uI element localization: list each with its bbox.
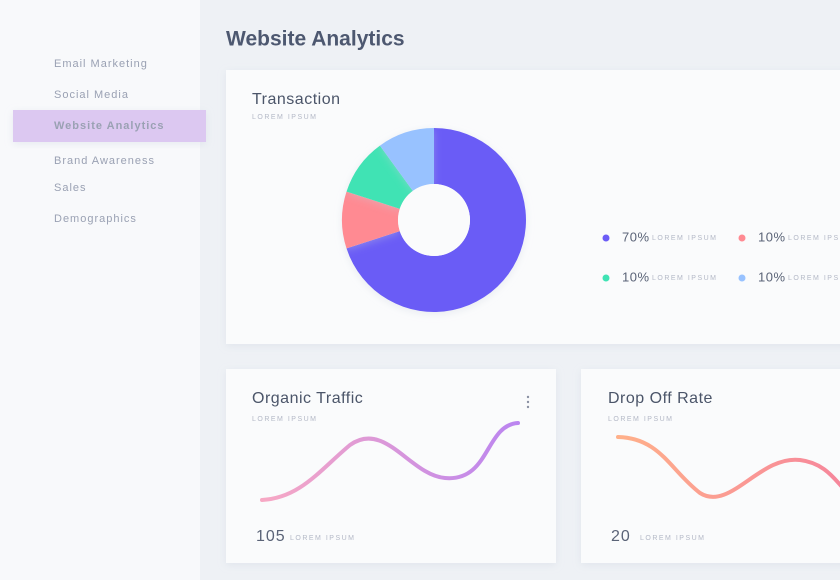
legend-dot — [738, 234, 746, 242]
card-subtitle: LOREM IPSUM — [252, 114, 318, 121]
legend-value: 10% — [758, 229, 786, 244]
legend-caption: LOREM IPSUM — [652, 275, 718, 282]
metric-value: 105 — [256, 528, 286, 545]
donut-segment — [346, 128, 526, 312]
active-highlight — [13, 110, 206, 142]
card-title: Drop Off Rate — [608, 390, 713, 407]
legend-dot — [602, 274, 610, 282]
card-subtitle: LOREM IPSUM — [252, 416, 318, 423]
legend-caption: LOREM IPSUM — [788, 275, 840, 282]
donut-segment — [379, 128, 434, 191]
metric-caption: LOREM IPSUM — [640, 535, 706, 542]
card-title: Organic Traffic — [252, 390, 363, 407]
trend-curve — [260, 421, 520, 502]
donut-hole — [398, 184, 470, 256]
nav-item[interactable]: Website Analytics — [54, 120, 165, 132]
transaction-card — [226, 70, 840, 344]
legend-caption: LOREM IPSUM — [652, 235, 718, 242]
metric-value: 20 — [611, 528, 631, 545]
legend-caption: LOREM IPSUM — [788, 235, 840, 242]
card-title: Transaction — [252, 91, 341, 108]
legend-value: 70% — [622, 229, 650, 244]
legend-dot — [602, 234, 610, 242]
sidebar — [0, 0, 200, 580]
nav-item[interactable]: Email Marketing — [54, 58, 148, 70]
nav-item[interactable]: Social Media — [54, 89, 129, 101]
legend-dot — [738, 274, 746, 282]
donut-segment — [346, 145, 413, 209]
dropoff-card — [581, 369, 840, 563]
metric-caption: LOREM IPSUM — [290, 535, 356, 542]
menu-icon[interactable] — [526, 395, 530, 409]
organic-card — [226, 369, 556, 563]
trend-curve — [616, 435, 840, 499]
page-title: Website Analytics — [226, 28, 405, 51]
legend-value: 10% — [622, 269, 650, 284]
donut-segment — [342, 191, 400, 249]
legend-value: 10% — [758, 269, 786, 284]
nav-item[interactable]: Brand Awareness — [54, 155, 155, 167]
nav-item[interactable]: Sales — [54, 182, 87, 194]
card-subtitle: LOREM IPSUM — [608, 416, 674, 423]
nav-item[interactable]: Demographics — [54, 213, 137, 225]
